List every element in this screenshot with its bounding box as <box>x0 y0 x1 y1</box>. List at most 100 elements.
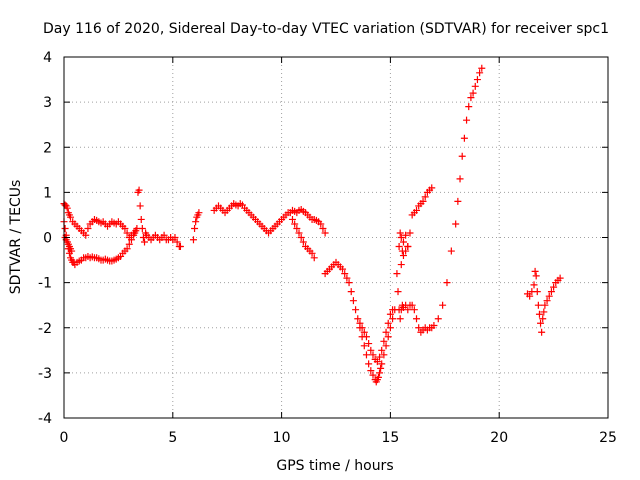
data-point <box>367 367 375 375</box>
data-point <box>369 371 377 379</box>
data-point <box>84 224 92 232</box>
data-point <box>373 358 381 366</box>
data-point <box>365 360 373 368</box>
data-point <box>130 229 138 237</box>
data-point <box>310 254 318 262</box>
data-point <box>458 152 466 160</box>
data-point <box>376 353 384 361</box>
data-point <box>538 328 546 336</box>
data-point <box>396 315 404 323</box>
data-point <box>138 224 146 232</box>
data-point <box>354 315 362 323</box>
data-point <box>192 218 200 226</box>
data-point <box>365 340 373 348</box>
grid <box>64 57 608 418</box>
data-point <box>319 224 327 232</box>
data-series <box>356 306 397 366</box>
data-point <box>452 220 460 228</box>
data-point <box>378 346 386 354</box>
data-point <box>413 315 421 323</box>
data-point <box>556 274 564 282</box>
data-point <box>439 301 447 309</box>
data-point <box>397 234 405 241</box>
y-tick-label: 0 <box>43 231 52 247</box>
data-point <box>82 231 90 239</box>
data-point <box>358 324 366 332</box>
data-point <box>67 213 75 221</box>
y-tick-label: -2 <box>38 321 52 337</box>
data-point <box>68 247 76 255</box>
data-point <box>382 342 390 350</box>
data-point <box>537 319 545 327</box>
data-point <box>465 103 473 111</box>
data-point <box>460 134 468 142</box>
y-tick-label: -4 <box>38 411 52 427</box>
data-series <box>134 186 184 251</box>
data-point <box>362 333 370 341</box>
data-point <box>533 288 541 296</box>
data-point <box>539 315 547 323</box>
data-point <box>394 288 402 296</box>
data-point <box>295 229 303 237</box>
data-point <box>352 306 360 314</box>
data-point <box>360 328 368 336</box>
data-point <box>531 267 539 275</box>
data-point <box>360 342 368 350</box>
data-point <box>374 373 382 381</box>
data-points <box>60 64 564 386</box>
x-tick-label: 20 <box>490 430 508 446</box>
data-point <box>384 319 392 327</box>
data-point <box>380 337 388 345</box>
data-point <box>160 231 168 239</box>
data-point <box>61 224 69 232</box>
data-point <box>136 202 144 210</box>
data-point <box>404 306 412 314</box>
data-point <box>473 76 481 84</box>
data-point <box>434 315 442 323</box>
y-tick-label: 4 <box>43 50 52 66</box>
data-point <box>173 238 181 246</box>
data-point <box>376 369 384 377</box>
data-series <box>393 64 486 336</box>
data-point <box>308 249 316 257</box>
data-point <box>534 301 542 309</box>
data-point <box>547 288 555 296</box>
data-point <box>382 328 390 336</box>
data-point <box>123 245 131 253</box>
data-point <box>456 175 464 183</box>
data-point <box>176 243 184 251</box>
data-point <box>421 193 429 201</box>
data-point <box>419 197 427 205</box>
data-point <box>454 197 462 205</box>
data-series <box>288 215 318 262</box>
x-tick-label: 15 <box>381 430 399 446</box>
data-point <box>135 186 143 194</box>
data-point <box>393 270 401 278</box>
data-point <box>341 270 349 278</box>
data-point <box>540 308 548 316</box>
y-tick-label: 1 <box>43 185 52 201</box>
data-point <box>121 224 129 232</box>
data-point <box>406 229 414 237</box>
data-point <box>137 215 145 223</box>
data-series <box>210 200 329 237</box>
data-series <box>61 234 76 255</box>
data-point <box>413 206 421 214</box>
data-point <box>530 281 538 289</box>
data-point <box>467 94 475 102</box>
data-point <box>339 265 347 273</box>
data-point <box>345 279 353 287</box>
data-point <box>545 292 553 300</box>
data-point <box>478 64 486 72</box>
y-tick-label: -3 <box>38 366 52 382</box>
data-point <box>367 346 375 354</box>
data-point <box>123 229 131 237</box>
data-point <box>404 243 412 251</box>
data-point <box>386 310 394 318</box>
data-point <box>291 220 299 228</box>
data-point <box>349 297 357 305</box>
data-point <box>550 283 558 291</box>
data-point <box>63 204 71 212</box>
data-point <box>141 238 149 246</box>
